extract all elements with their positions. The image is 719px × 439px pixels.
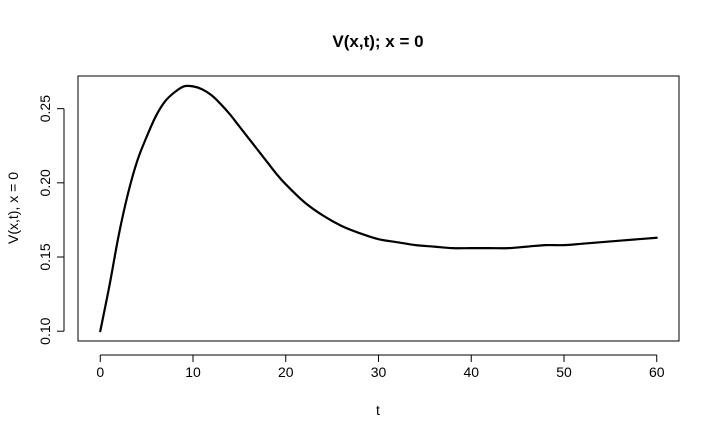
y-axis-label: V(x,t), x = 0 <box>5 172 21 244</box>
y-tick-label: 0.10 <box>37 317 53 344</box>
y-axis: 0.10 0.15 0.20 0.25 <box>37 95 65 345</box>
x-tick-label: 40 <box>463 364 479 380</box>
plot-area <box>99 84 658 333</box>
y-tick-label: 0.15 <box>37 243 53 270</box>
x-axis: 0 10 20 30 40 50 60 <box>96 354 665 380</box>
x-tick-label: 20 <box>278 364 294 380</box>
chart-title: V(x,t); x = 0 <box>332 32 423 51</box>
x-tick-label: 60 <box>649 364 665 380</box>
y-tick-label: 0.25 <box>37 95 53 122</box>
x-tick-label: 0 <box>96 364 104 380</box>
x-tick-label: 10 <box>185 364 201 380</box>
x-axis-label: t <box>376 402 380 418</box>
x-tick-label: 30 <box>371 364 387 380</box>
plot-frame <box>77 75 680 342</box>
y-tick-label: 0.20 <box>37 169 53 196</box>
x-tick-label: 50 <box>556 364 572 380</box>
series-line <box>99 84 658 333</box>
